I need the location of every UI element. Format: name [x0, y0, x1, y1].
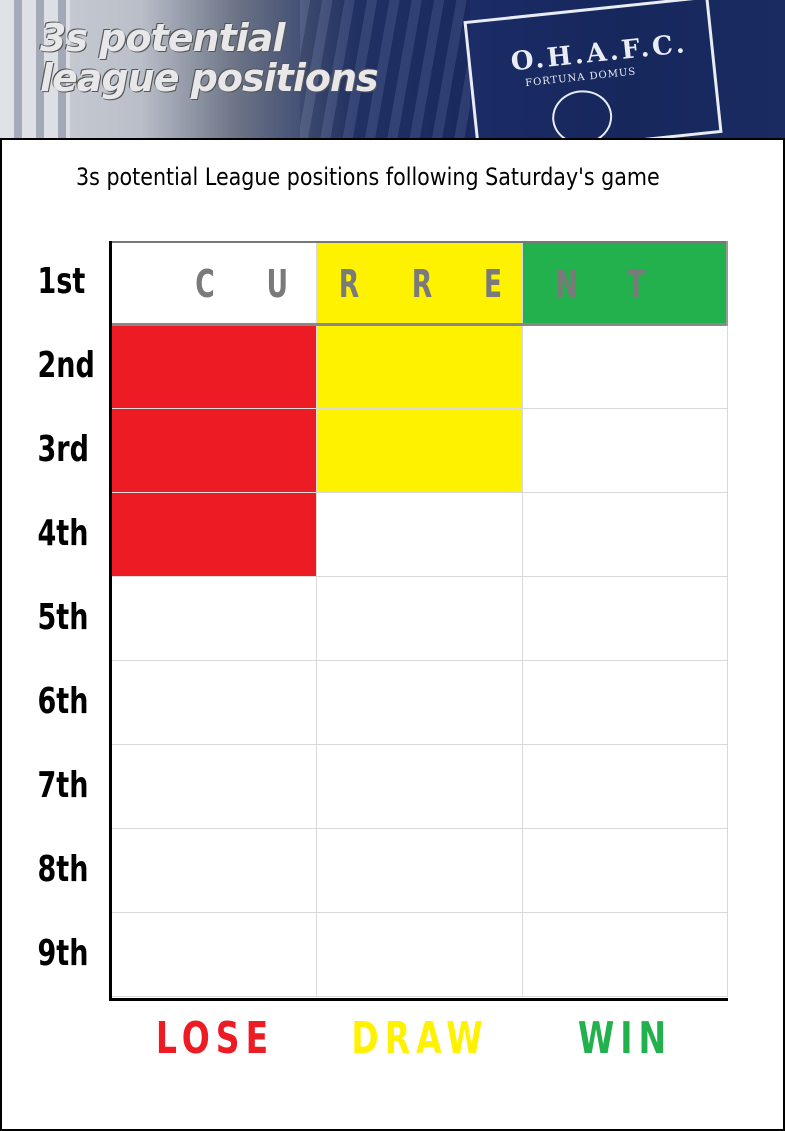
- cell-draw-7th: [317, 745, 523, 829]
- banner-shirt-stripes: [0, 0, 70, 138]
- cell-lose-6th: [112, 661, 318, 745]
- current-letter: T: [626, 262, 646, 306]
- cell-lose-2nd: [112, 325, 318, 409]
- cell-draw-2nd: [317, 325, 523, 409]
- row-label-7th: 7th: [37, 765, 89, 806]
- y-axis-line: [109, 241, 112, 1001]
- club-crest-icon: [549, 87, 615, 138]
- row-label-8th: 8th: [37, 849, 89, 890]
- x-axis-line: [109, 998, 728, 1001]
- banner-title: 3s potential league positions: [40, 16, 379, 100]
- banner-shirt-texture: [300, 0, 470, 138]
- cell-lose-4th: [112, 493, 318, 577]
- cell-win-6th: [522, 661, 728, 745]
- cell-win-8th: [522, 829, 728, 913]
- cell-win-4th: [522, 493, 728, 577]
- current-letter: C: [195, 262, 215, 306]
- cell-lose-3rd: [112, 409, 318, 493]
- current-letter: R: [338, 262, 360, 306]
- current-letter: R: [411, 262, 433, 306]
- banner-title-line1: 3s potential: [40, 16, 285, 60]
- grid-top-border: [112, 241, 728, 243]
- row-label-9th: 9th: [37, 933, 89, 974]
- cell-win-3rd: [522, 409, 728, 493]
- cell-draw-9th: [317, 913, 523, 997]
- row-label-1st: 1st: [37, 261, 86, 302]
- cell-win-5th: [522, 577, 728, 661]
- banner-title-line2: league positions: [40, 56, 379, 100]
- cell-lose-9th: [112, 913, 318, 997]
- row-label-4th: 4th: [37, 513, 89, 554]
- row-label-3rd: 3rd: [37, 429, 89, 470]
- row-label-2nd: 2nd: [37, 345, 95, 386]
- current-row-border: [112, 323, 728, 326]
- cell-win-1st: [522, 241, 728, 325]
- cell-draw-3rd: [317, 409, 523, 493]
- cell-draw-8th: [317, 829, 523, 913]
- grid-right-border: [726, 241, 728, 326]
- cell-lose-7th: [112, 745, 318, 829]
- header-banner: 3s potential league positions O.H.A.F.C.…: [0, 0, 785, 138]
- cell-draw-4th: [317, 493, 523, 577]
- outcome-label-draw: DRAW: [351, 1013, 489, 1064]
- club-badge: O.H.A.F.C. FORTUNA DOMUS: [463, 0, 723, 138]
- outcome-label-lose: LOSE: [155, 1013, 274, 1064]
- cell-draw-5th: [317, 577, 523, 661]
- cell-lose-5th: [112, 577, 318, 661]
- positions-grid: [112, 241, 728, 998]
- current-letter: U: [266, 262, 289, 306]
- current-letter: N: [555, 262, 578, 306]
- cell-lose-8th: [112, 829, 318, 913]
- chart-title: 3s potential League positions following …: [76, 163, 660, 191]
- outcome-label-win: WIN: [578, 1013, 673, 1064]
- cell-win-7th: [522, 745, 728, 829]
- row-label-5th: 5th: [37, 597, 89, 638]
- cell-draw-6th: [317, 661, 523, 745]
- row-label-6th: 6th: [37, 681, 89, 722]
- cell-win-2nd: [522, 325, 728, 409]
- current-letter: E: [483, 262, 503, 306]
- cell-win-9th: [522, 913, 728, 997]
